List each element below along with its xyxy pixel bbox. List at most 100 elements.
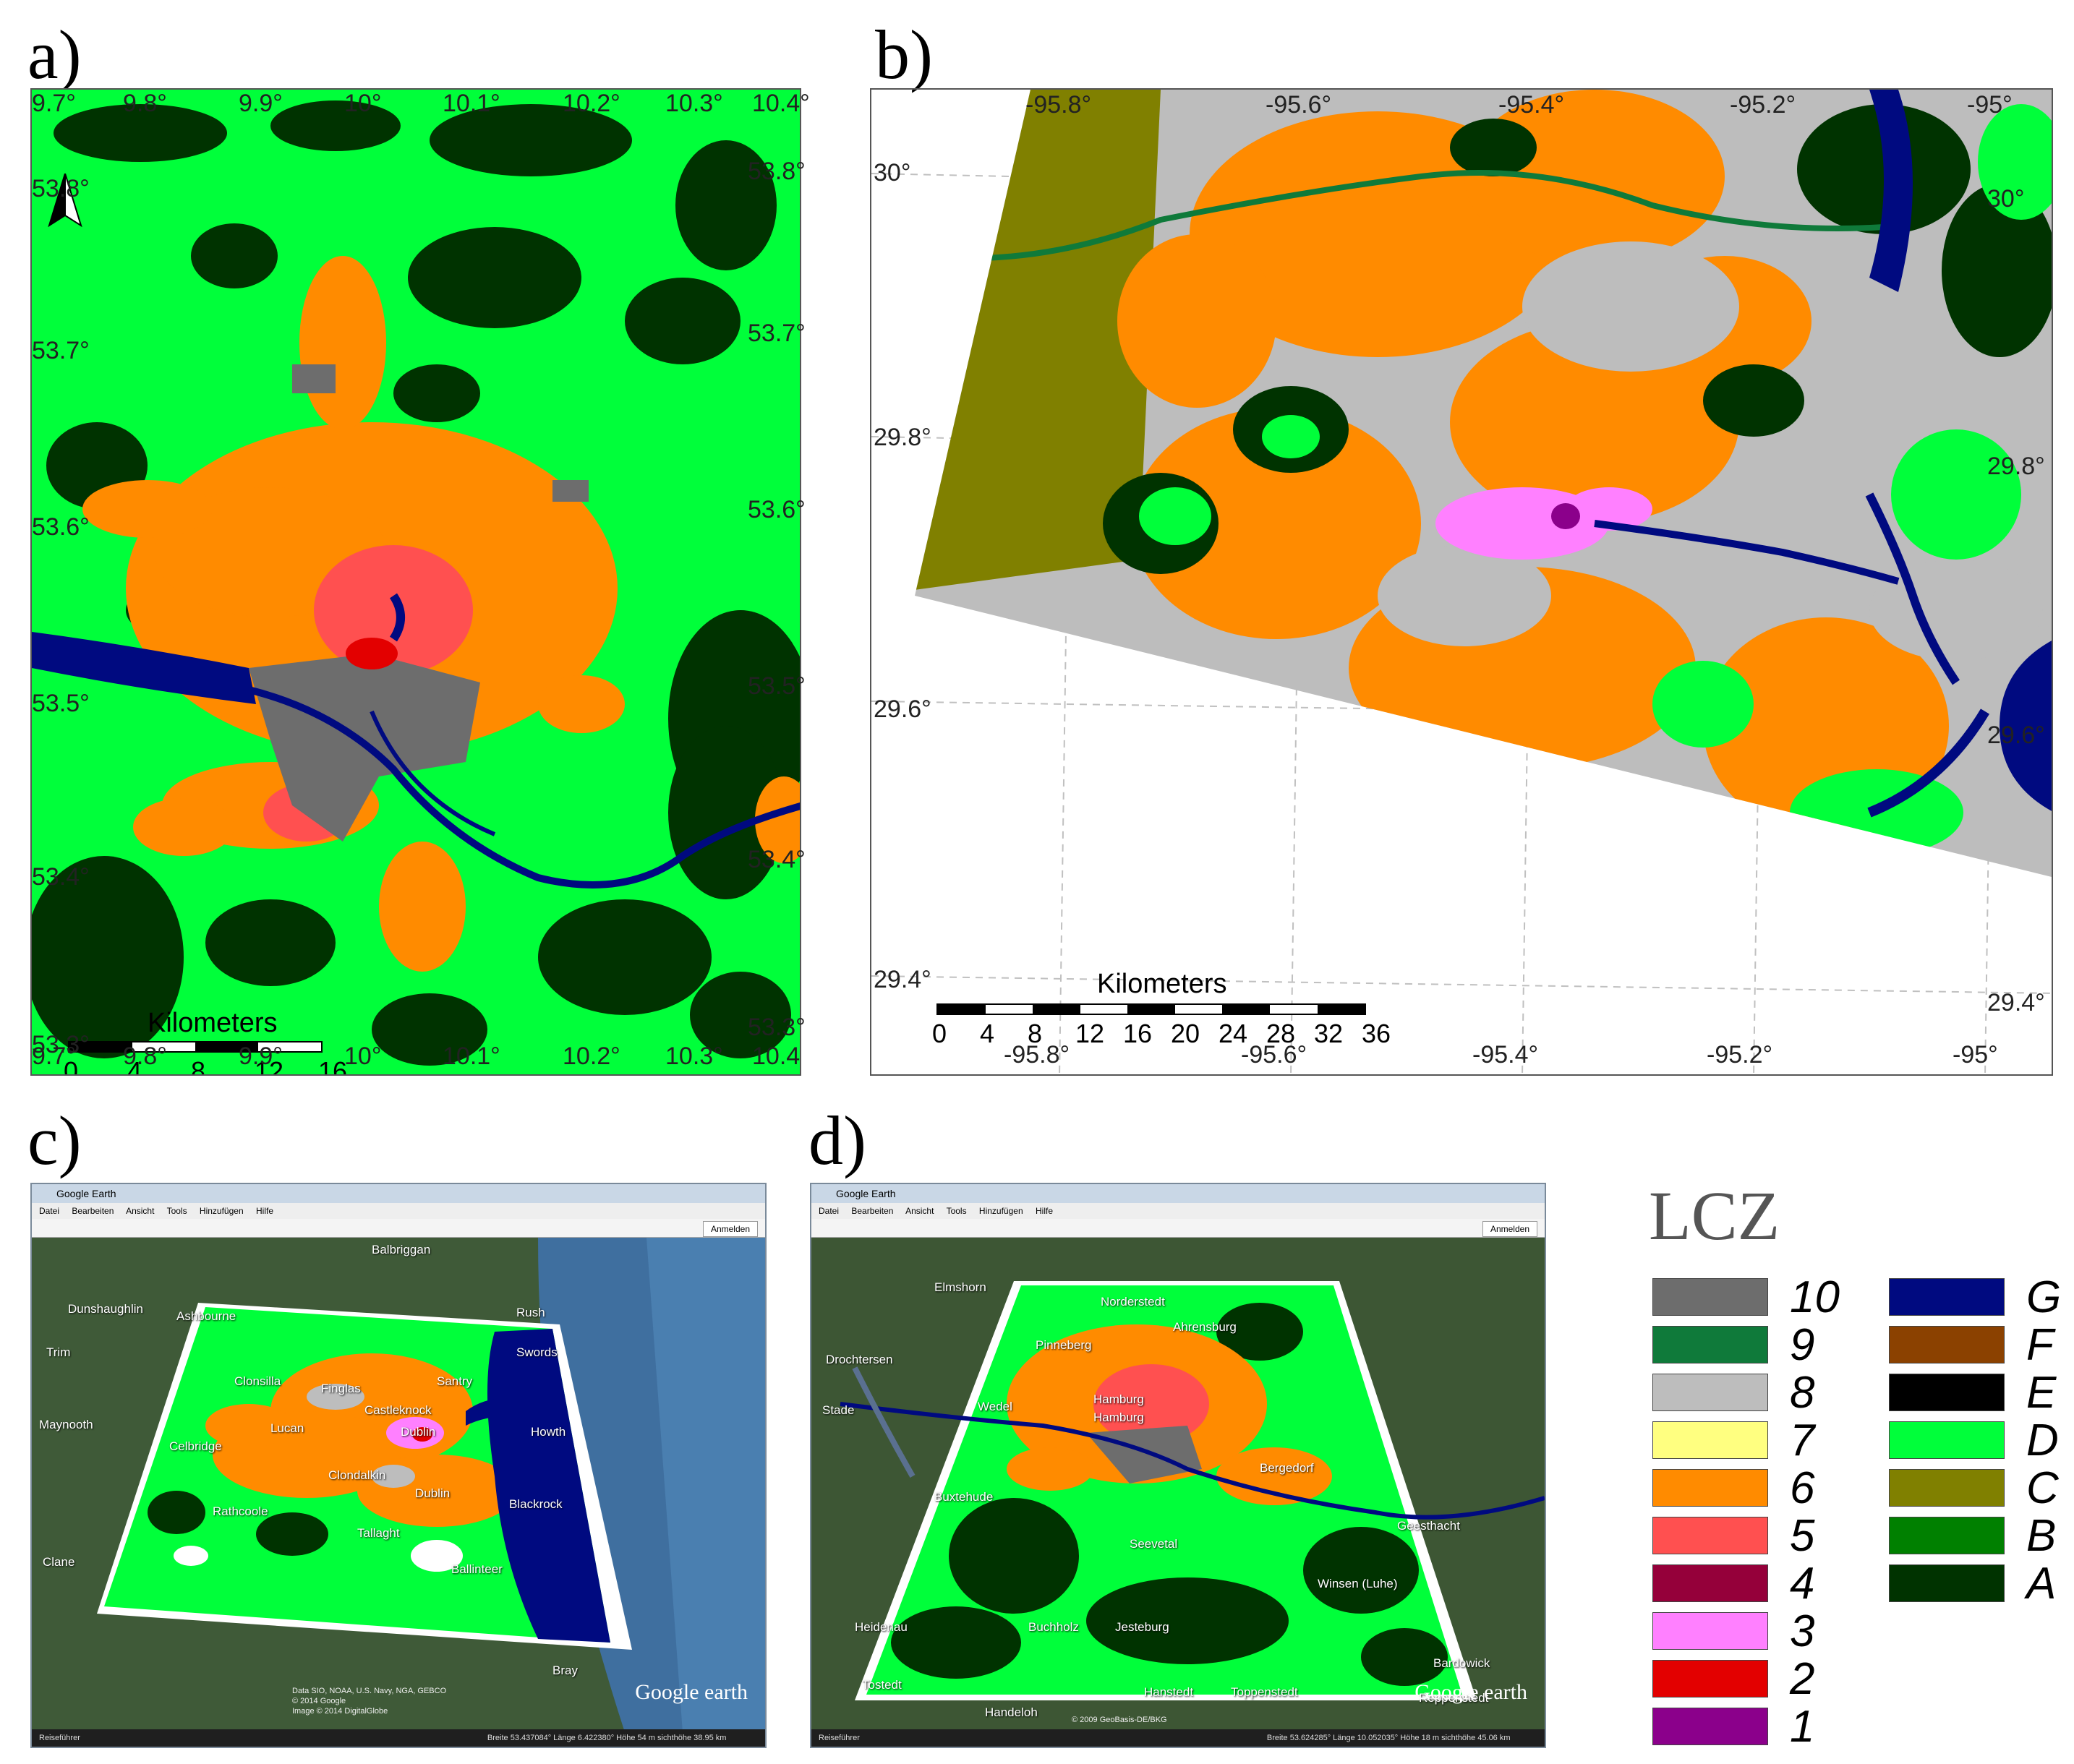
google-earth-logo: Google earth — [1414, 1680, 1527, 1704]
place-label: Norderstedt — [1101, 1295, 1165, 1309]
legend-label: 9 — [1790, 1320, 1815, 1370]
menu-item-ansicht[interactable]: Ansicht — [126, 1206, 155, 1216]
place-label: Winsen (Luhe) — [1318, 1577, 1398, 1590]
earth-view-canvas — [32, 1238, 765, 1729]
place-label: Dublin — [415, 1486, 451, 1500]
panel-label-c: c) — [27, 1102, 82, 1179]
place-label: Drochtersen — [826, 1353, 893, 1366]
lat-tick-left: 53.5° — [32, 690, 90, 717]
credit-line: © 2014 Google — [292, 1697, 346, 1705]
menu-item-datei[interactable]: Datei — [39, 1206, 60, 1216]
panel-label-b: b) — [875, 16, 933, 93]
menu-item-bearbeiten[interactable]: Bearbeiten — [851, 1206, 894, 1216]
place-label: Stade — [822, 1403, 855, 1417]
lon-tick-bottom: -95° — [1953, 1041, 1998, 1069]
lat-tick-right: 53.5° — [748, 672, 806, 700]
place-label: Howth — [531, 1425, 566, 1439]
place-label: Clondalkin — [328, 1468, 386, 1482]
google-earth-window-hamburg: Google Earth Datei Bearbeiten Ansicht To… — [810, 1183, 1546, 1748]
menu-bar: Datei Bearbeiten Ansicht Tools Hinzufüge… — [811, 1203, 1545, 1219]
menu-item-ansicht[interactable]: Ansicht — [905, 1206, 934, 1216]
menu-item-hinzufuegen[interactable]: Hinzufügen — [978, 1206, 1023, 1216]
legend-label: G — [2026, 1272, 2062, 1322]
legend-swatch — [1889, 1517, 2005, 1554]
place-label: Ashbourne — [176, 1309, 236, 1323]
scalebar-number: 32 — [1314, 1019, 1344, 1048]
lon-tick-top: 9.9° — [239, 90, 283, 117]
legend-label: 1 — [1790, 1702, 1815, 1752]
place-label: Pinneberg — [1036, 1338, 1092, 1352]
scalebar-number: 4 — [127, 1056, 142, 1076]
place-label: Reppenstedt — [1419, 1691, 1489, 1705]
legend-swatch — [1889, 1564, 2005, 1602]
status-bar: Reiseführer Breite 53.624285° Länge 10.0… — [811, 1729, 1545, 1747]
scalebar-segments — [68, 1041, 323, 1053]
lcz-map-houston-canvas — [871, 90, 2052, 1074]
lon-tick-top: -95° — [1967, 91, 2013, 119]
login-button[interactable]: Anmelden — [1482, 1221, 1537, 1237]
menu-bar: Datei Bearbeiten Ansicht Tools Hinzufüge… — [32, 1203, 765, 1219]
lon-tick-bottom: 9.7° — [32, 1042, 76, 1070]
place-label: Balbriggan — [372, 1243, 431, 1256]
place-label: Seevetal — [1130, 1537, 1178, 1551]
scalebar-number: 0 — [932, 1019, 947, 1048]
menu-item-hinzufuegen[interactable]: Hinzufügen — [199, 1206, 244, 1216]
status-tour-label[interactable]: Reiseführer — [39, 1734, 80, 1742]
menu-item-hilfe[interactable]: Hilfe — [1035, 1206, 1053, 1216]
menu-item-bearbeiten[interactable]: Bearbeiten — [72, 1206, 114, 1216]
earth-view[interactable]: Balbriggan Dunshaughlin Ashbourne Rush Trim M… — [32, 1238, 765, 1729]
legend-swatch — [1652, 1374, 1768, 1411]
legend-swatch — [1652, 1708, 1768, 1745]
legend-label: 3 — [1790, 1606, 1815, 1656]
google-earth-logo: Google earth — [635, 1680, 748, 1704]
place-label: Dunshaughlin — [68, 1302, 143, 1316]
lat-tick-right: 30° — [1987, 185, 2025, 213]
google-earth-window-dublin: Google Earth Datei Bearbeiten Ansicht To… — [30, 1183, 767, 1748]
scalebar-number: 12 — [255, 1056, 284, 1076]
lon-tick-top: -95.8° — [1025, 91, 1092, 119]
status-coordinates: Breite 53.624285° Länge 10.052035° Höhe … — [1266, 1734, 1511, 1742]
login-button[interactable]: Anmelden — [702, 1221, 758, 1237]
legend-swatch — [1652, 1660, 1768, 1697]
status-bar: Reiseführer Breite 53.437084° Länge 6.42… — [32, 1729, 765, 1747]
lat-tick-left: 30° — [874, 159, 911, 187]
place-label: Dublin — [401, 1425, 436, 1439]
earth-view[interactable]: Elmshorn Norderstedt Ahrensburg Pinneberg Dr… — [811, 1238, 1545, 1729]
scalebar-number: 28 — [1266, 1019, 1296, 1048]
scalebar-a: Kilometers 0 4 8 12 16 — [61, 1006, 347, 1076]
place-label: Jesteburg — [1115, 1620, 1169, 1634]
scalebar-number: 16 — [1123, 1019, 1153, 1048]
lat-tick-right: 29.4° — [1987, 989, 2045, 1016]
lat-tick-left: 53.4° — [32, 863, 90, 891]
menu-item-datei[interactable]: Datei — [819, 1206, 840, 1216]
legend-label: A — [2026, 1559, 2057, 1609]
place-label: Santry — [437, 1374, 473, 1388]
lon-tick-top: 10.2° — [563, 90, 620, 117]
place-label: Geesthacht — [1397, 1519, 1460, 1533]
menu-item-tools[interactable]: Tools — [166, 1206, 187, 1216]
place-label: Celbridge — [169, 1439, 222, 1453]
lcz-map-hamburg: Kilometers 0 4 8 12 16 — [30, 88, 801, 1076]
legend-swatch — [1652, 1469, 1768, 1507]
legend-label: D — [2026, 1416, 2059, 1465]
menu-item-hilfe[interactable]: Hilfe — [255, 1206, 273, 1216]
place-label: Buchholz — [1028, 1620, 1079, 1634]
place-label: Toppenstedt — [1231, 1685, 1298, 1699]
imagery-credits: © 2009 GeoBasis-DE/BKG — [1072, 1715, 1167, 1725]
legend-title: LCZ — [1649, 1177, 1780, 1254]
menu-item-tools[interactable]: Tools — [946, 1206, 967, 1216]
lat-tick-right: 53.4° — [748, 846, 806, 873]
scalebar-segments — [936, 1003, 1366, 1015]
legend-swatch — [1889, 1469, 2005, 1507]
place-label: Rush — [516, 1306, 545, 1319]
credit-line: Data SIO, NOAA, U.S. Navy, NGA, GEBCO — [292, 1687, 447, 1695]
legend-label: 5 — [1790, 1511, 1815, 1561]
lat-tick-left: 29.8° — [874, 424, 931, 451]
lon-tick-top: -95.2° — [1730, 91, 1796, 119]
lon-tick-bottom: 10.3° — [665, 1042, 723, 1070]
lon-tick-bottom: -95.8° — [1004, 1041, 1070, 1069]
scalebar-number: 4 — [980, 1019, 995, 1048]
earth-view-canvas — [811, 1238, 1545, 1729]
place-label: Tostedt — [862, 1678, 902, 1692]
status-tour-label[interactable]: Reiseführer — [819, 1734, 860, 1742]
